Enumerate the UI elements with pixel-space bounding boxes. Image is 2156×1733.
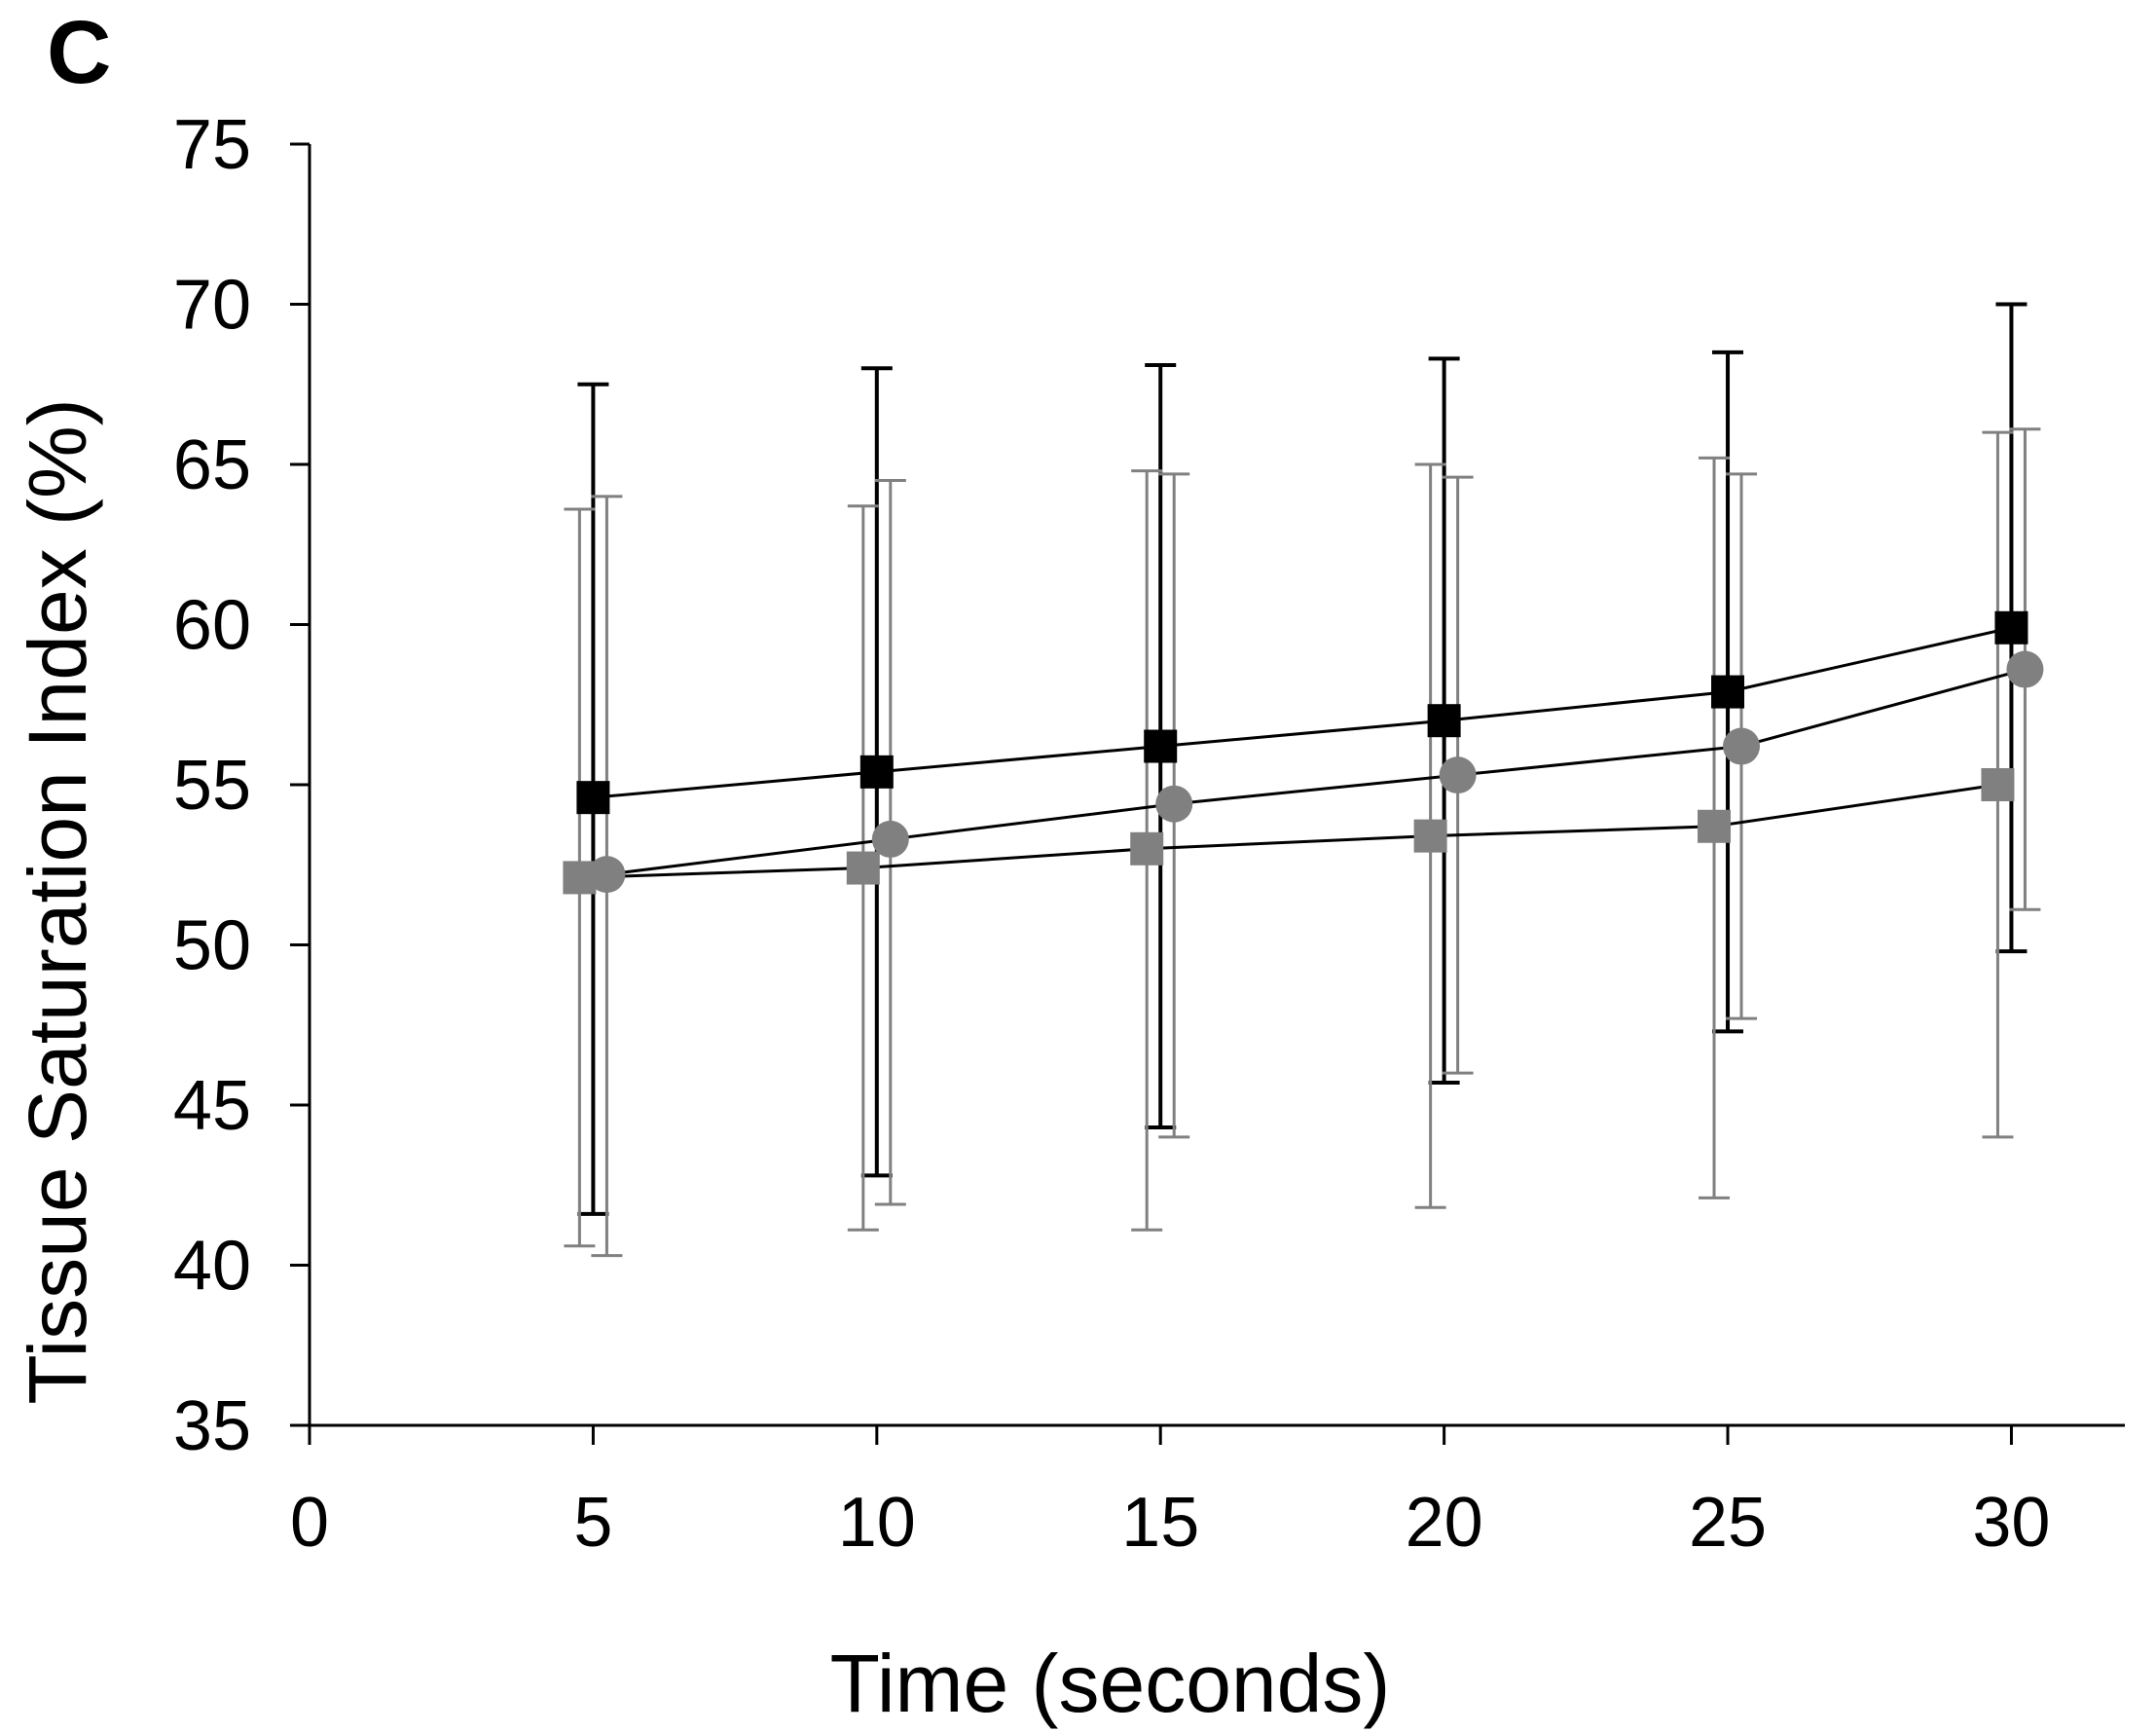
data-point-square	[859, 755, 894, 789]
data-point-square	[576, 781, 610, 815]
data-point-square	[1711, 675, 1745, 709]
data-point-square	[1413, 819, 1447, 853]
data-point-circle	[1723, 727, 1761, 765]
series-line	[593, 626, 2012, 799]
data-point-circle	[1439, 756, 1477, 794]
data-point-circle	[871, 820, 909, 858]
data-point-square	[1144, 729, 1178, 763]
x-tick-label: 25	[1689, 1484, 1767, 1562]
y-axis-title: Tissue Saturation Index (%)	[12, 398, 103, 1404]
data-marks	[563, 302, 2044, 1258]
data-point-square	[1981, 768, 2015, 801]
y-tick-label: 70	[173, 267, 251, 345]
data-point-square	[1427, 704, 1461, 738]
x-tick-label: 10	[838, 1484, 916, 1562]
x-axis-title: Time (seconds)	[830, 1638, 1391, 1729]
y-tick-label: 65	[173, 426, 251, 504]
y-tick-label: 40	[173, 1228, 251, 1306]
y-tick-label: 50	[173, 907, 251, 985]
x-tick-label: 15	[1121, 1484, 1199, 1562]
data-point-circle	[588, 856, 626, 894]
x-tick-label: 20	[1406, 1484, 1483, 1562]
y-tick-label: 35	[173, 1387, 251, 1465]
series-line	[579, 783, 1998, 879]
data-point-circle	[1155, 785, 1193, 823]
x-tick-label: 0	[290, 1484, 329, 1562]
axes: 35 40 45 50 55 60 65 70 75 0 5 10 15 20 25 30	[173, 106, 2125, 1562]
series-line	[606, 668, 2026, 876]
y-tick-label: 55	[173, 747, 251, 825]
data-point-square	[1994, 610, 2028, 645]
y-tick-label: 75	[173, 106, 251, 184]
data-point-circle	[2006, 650, 2044, 688]
y-tick-label: 45	[173, 1067, 251, 1145]
data-point-square	[1130, 831, 1164, 866]
y-tick-label: 60	[173, 587, 251, 665]
data-point-square	[1698, 809, 1732, 843]
data-point-square	[846, 851, 880, 885]
panel-label: C	[47, 3, 112, 102]
x-tick-label: 5	[573, 1484, 612, 1562]
x-tick-label: 30	[1972, 1484, 2050, 1562]
